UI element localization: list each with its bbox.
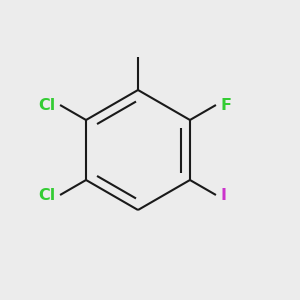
Text: F: F — [220, 98, 231, 112]
Text: Cl: Cl — [38, 188, 56, 202]
Text: I: I — [220, 188, 226, 202]
Text: Cl: Cl — [38, 98, 56, 112]
